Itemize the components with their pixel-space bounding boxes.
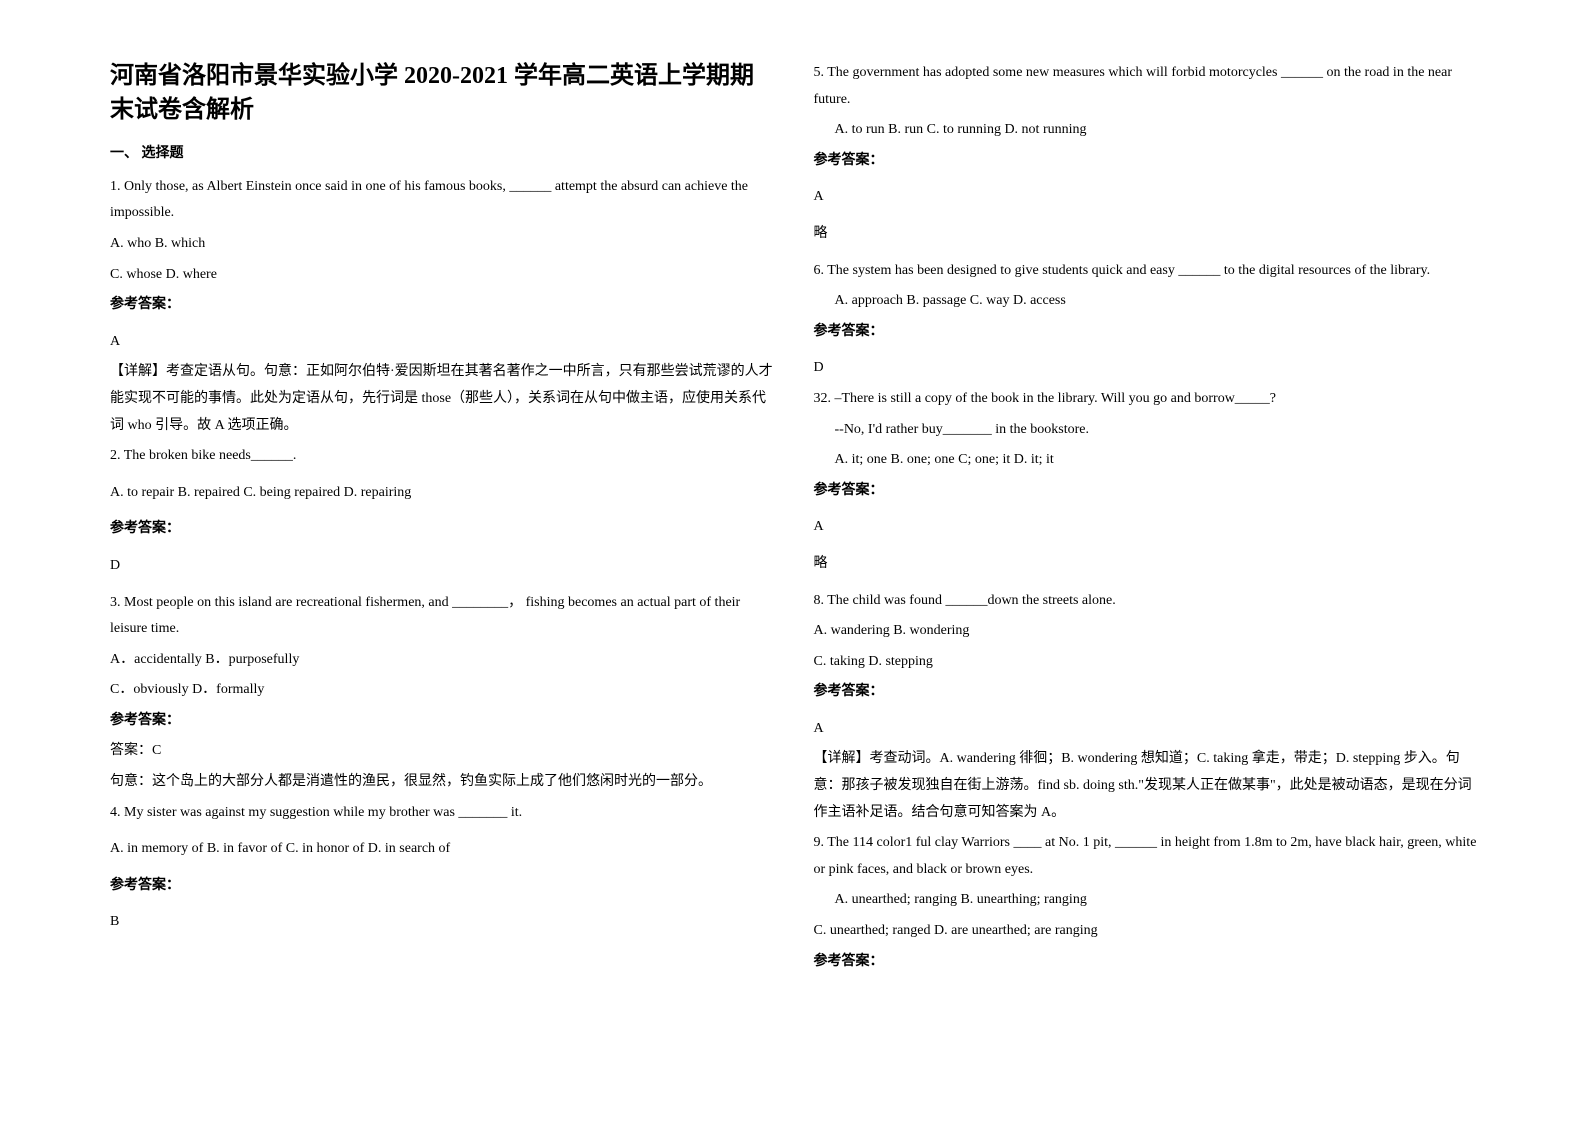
q3-options-line2: C．obviously D．formally <box>110 677 774 704</box>
q6-answer-label: 参考答案： <box>814 319 1478 346</box>
q3-explain: 句意：这个岛上的大部分人都是消遣性的渔民，很显然，钓鱼实际上成了他们悠闲时光的一… <box>110 769 774 796</box>
q6-options: A. approach B. passage C. way D. access <box>814 288 1478 315</box>
q4-answer-label: 参考答案： <box>110 873 774 900</box>
section-1-heading: 一、 选择题 <box>110 141 774 168</box>
q4-options: A. in memory of B. in favor of C. in hon… <box>110 836 774 863</box>
q2-stem: 2. The broken bike needs______. <box>110 443 774 470</box>
q7-note: 略 <box>814 551 1478 578</box>
q9-options-line2: C. unearthed; ranged D. are unearthed; a… <box>814 918 1478 945</box>
q2-options: A. to repair B. repaired C. being repair… <box>110 480 774 507</box>
document-title: 河南省洛阳市景华实验小学 2020-2021 学年高二英语上学期期末试卷含解析 <box>110 60 774 127</box>
q8-stem: 8. The child was found ______down the st… <box>814 588 1478 615</box>
q3-stem: 3. Most people on this island are recrea… <box>110 590 774 643</box>
q5-options: A. to run B. run C. to running D. not ru… <box>814 117 1478 144</box>
q5-note: 略 <box>814 221 1478 248</box>
q6-stem: 6. The system has been designed to give … <box>814 258 1478 285</box>
q9-answer-label: 参考答案： <box>814 949 1478 976</box>
q2-answer-label: 参考答案： <box>110 516 774 543</box>
q2-answer: D <box>110 553 774 580</box>
q1-options-line2: C. whose D. where <box>110 262 774 289</box>
q5-answer-label: 参考答案： <box>814 148 1478 175</box>
right-column: 5. The government has adopted some new m… <box>794 60 1498 1082</box>
q8-options-line1: A. wandering B. wondering <box>814 618 1478 645</box>
q8-explain: 【详解】考查动词。A. wandering 徘徊；B. wondering 想知… <box>814 746 1478 826</box>
q4-stem: 4. My sister was against my suggestion w… <box>110 800 774 827</box>
page-container: 河南省洛阳市景华实验小学 2020-2021 学年高二英语上学期期末试卷含解析 … <box>0 0 1587 1122</box>
q3-options-line1: A．accidentally B．purposefully <box>110 647 774 674</box>
q6-answer: D <box>814 355 1478 382</box>
q9-options-line1: A. unearthed; ranging B. unearthing; ran… <box>814 887 1478 914</box>
q3-answer-label: 参考答案： <box>110 708 774 735</box>
q9-stem: 9. The 114 color1 ful clay Warriors ____… <box>814 830 1478 883</box>
left-column: 河南省洛阳市景华实验小学 2020-2021 学年高二英语上学期期末试卷含解析 … <box>90 60 794 1082</box>
q7-line2: --No, I'd rather buy_______ in the books… <box>814 417 1478 444</box>
q8-answer: A <box>814 716 1478 743</box>
q8-answer-label: 参考答案： <box>814 679 1478 706</box>
q5-stem: 5. The government has adopted some new m… <box>814 60 1478 113</box>
q3-answer: 答案：C <box>110 738 774 765</box>
q7-answer: A <box>814 514 1478 541</box>
q1-answer-label: 参考答案： <box>110 292 774 319</box>
q8-options-line2: C. taking D. stepping <box>814 649 1478 676</box>
q7-stem: 32. –There is still a copy of the book i… <box>814 386 1478 413</box>
q4-answer: B <box>110 909 774 936</box>
q5-answer: A <box>814 184 1478 211</box>
q1-options-line1: A. who B. which <box>110 231 774 258</box>
q1-answer: A <box>110 329 774 356</box>
q1-stem: 1. Only those, as Albert Einstein once s… <box>110 174 774 227</box>
q7-options: A. it; one B. one; one C; one; it D. it;… <box>814 447 1478 474</box>
q7-answer-label: 参考答案： <box>814 478 1478 505</box>
q1-explain: 【详解】考查定语从句。句意：正如阿尔伯特·爱因斯坦在其著名著作之一中所言，只有那… <box>110 359 774 439</box>
